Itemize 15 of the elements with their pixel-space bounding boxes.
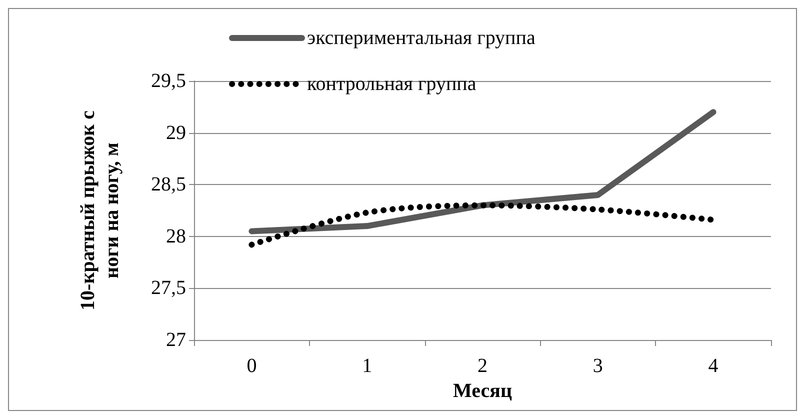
x-tick-label: 3: [592, 355, 603, 377]
y-tick-label: 29,5: [151, 70, 186, 92]
y-axis-title: 10-кратный прыжок с ноги на ногу, м: [77, 110, 123, 310]
y-tick-label: 27,5: [151, 277, 186, 300]
x-tick-label: 2: [478, 355, 488, 377]
legend-label: контрольная группа: [307, 73, 476, 95]
x-tick-label: 0: [246, 355, 257, 377]
x-tick-label: 4: [708, 355, 718, 377]
y-tick-label: 29: [166, 122, 186, 144]
x-tick-label: 1: [362, 355, 372, 377]
y-tick-label: 28: [166, 225, 186, 248]
x-axis-title: Месяц: [453, 380, 512, 402]
y-tick-label: 28,5: [151, 174, 186, 196]
y-tick-label: 27: [166, 329, 186, 351]
legend-label: экспериментальная группа: [307, 27, 536, 49]
